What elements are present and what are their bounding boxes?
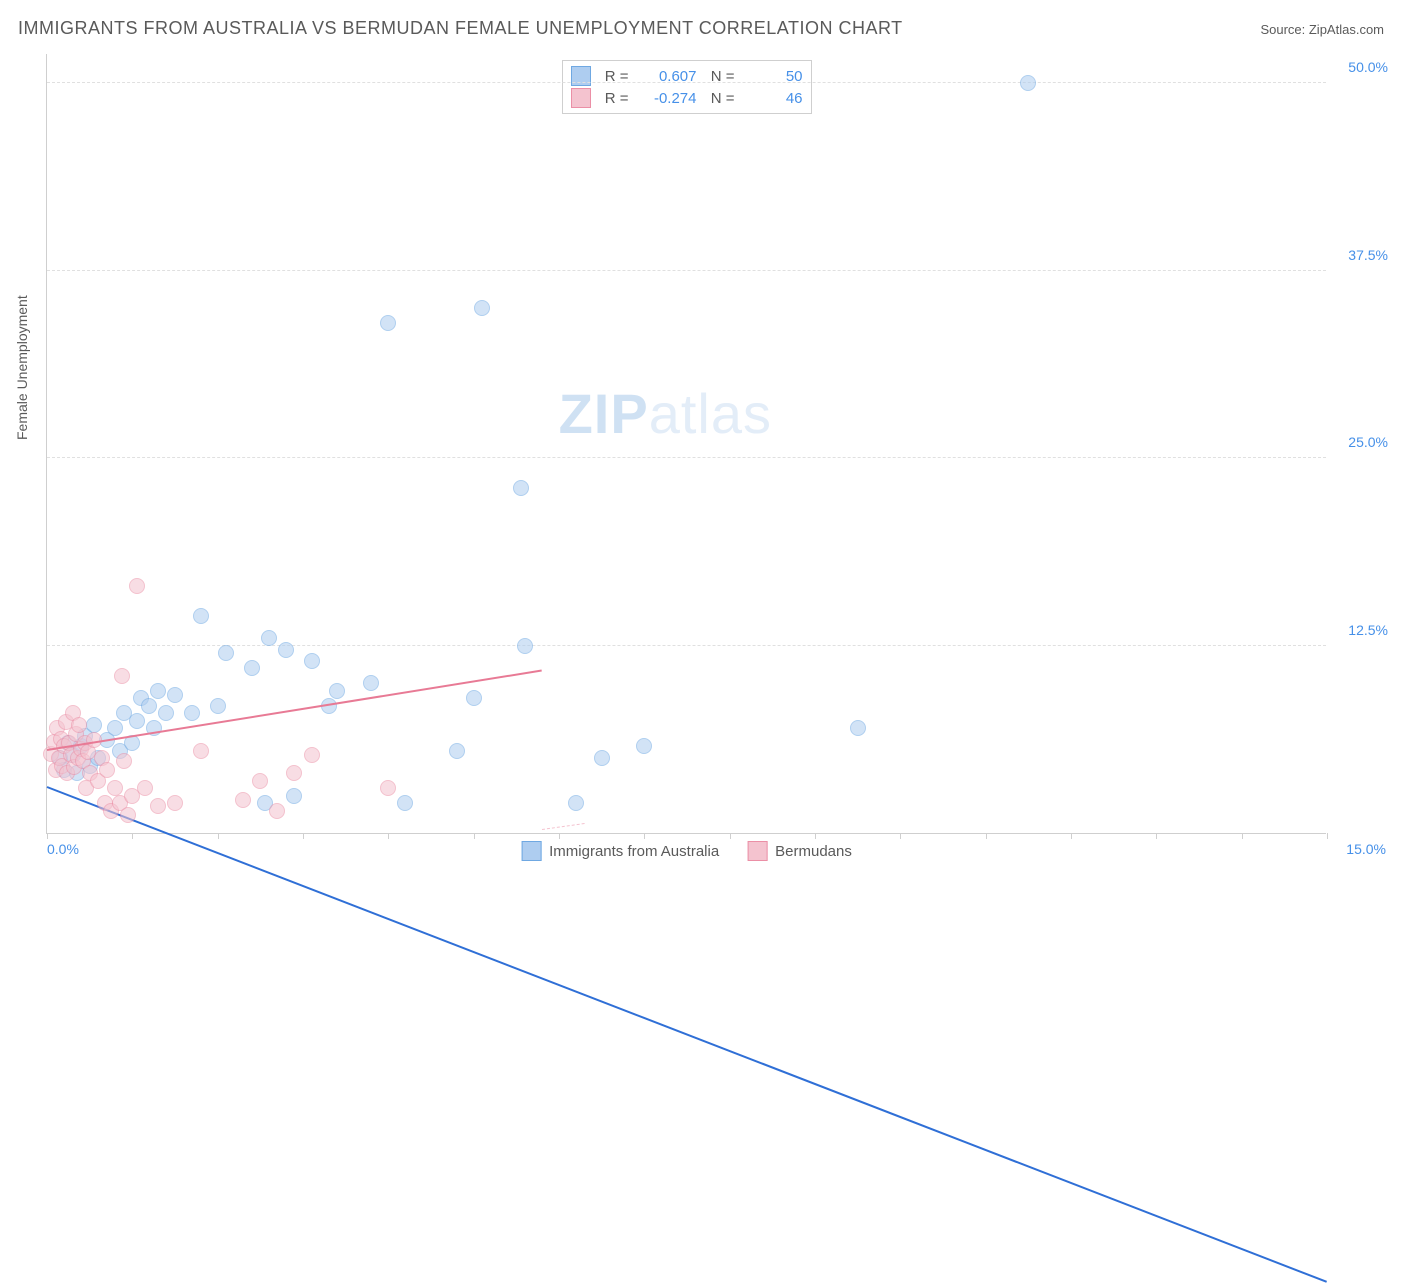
legend-swatch bbox=[521, 841, 541, 861]
data-point bbox=[99, 762, 115, 778]
data-point bbox=[363, 675, 379, 691]
x-tick bbox=[815, 833, 816, 839]
data-point bbox=[150, 683, 166, 699]
scatter-chart: ZIPatlas R =0.607N =50R =-0.274N =46 0.0… bbox=[46, 54, 1326, 834]
source-label: Source: ZipAtlas.com bbox=[1260, 22, 1384, 37]
gridline bbox=[47, 457, 1326, 458]
gridline bbox=[47, 82, 1326, 83]
data-point bbox=[261, 630, 277, 646]
trend-line bbox=[542, 823, 585, 830]
data-point bbox=[235, 792, 251, 808]
x-tick bbox=[1242, 833, 1243, 839]
data-point bbox=[304, 747, 320, 763]
data-point bbox=[150, 798, 166, 814]
x-tick bbox=[644, 833, 645, 839]
legend-row: R = -0.274 N = 46 bbox=[571, 87, 803, 109]
data-point bbox=[329, 683, 345, 699]
data-point bbox=[286, 788, 302, 804]
data-point bbox=[167, 687, 183, 703]
legend-swatch bbox=[571, 66, 591, 86]
x-axis-min-label: 0.0% bbox=[47, 841, 79, 857]
x-tick bbox=[47, 833, 48, 839]
data-point bbox=[397, 795, 413, 811]
correlation-legend: R =0.607N =50 R = -0.274 N = 46 bbox=[562, 60, 812, 114]
legend-item: Immigrants from Australia bbox=[521, 841, 719, 861]
x-tick bbox=[388, 833, 389, 839]
data-point bbox=[167, 795, 183, 811]
legend-label: Bermudans bbox=[775, 843, 852, 860]
legend-r-value: -0.274 bbox=[637, 90, 697, 107]
x-tick bbox=[474, 833, 475, 839]
data-point bbox=[568, 795, 584, 811]
x-tick bbox=[900, 833, 901, 839]
data-point bbox=[184, 705, 200, 721]
legend-item: Bermudans bbox=[747, 841, 852, 861]
data-point bbox=[636, 738, 652, 754]
data-point bbox=[158, 705, 174, 721]
x-tick bbox=[303, 833, 304, 839]
watermark: ZIPatlas bbox=[559, 381, 772, 446]
data-point bbox=[269, 803, 285, 819]
data-point bbox=[449, 743, 465, 759]
data-point bbox=[380, 315, 396, 331]
watermark-zip: ZIP bbox=[559, 382, 649, 445]
x-tick bbox=[986, 833, 987, 839]
x-tick bbox=[559, 833, 560, 839]
x-axis-max-label: 15.0% bbox=[1346, 841, 1386, 857]
data-point bbox=[380, 780, 396, 796]
legend-r-label: R = bbox=[599, 90, 629, 107]
data-point bbox=[474, 300, 490, 316]
legend-n-value: 46 bbox=[743, 90, 803, 107]
data-point bbox=[193, 608, 209, 624]
data-point bbox=[141, 698, 157, 714]
data-point bbox=[244, 660, 260, 676]
data-point bbox=[114, 668, 130, 684]
legend-n-label: N = bbox=[705, 90, 735, 107]
data-point bbox=[513, 480, 529, 496]
data-point bbox=[129, 713, 145, 729]
page-title: IMMIGRANTS FROM AUSTRALIA VS BERMUDAN FE… bbox=[18, 18, 903, 39]
y-axis-title: Female Unemployment bbox=[14, 295, 30, 440]
data-point bbox=[193, 743, 209, 759]
legend-swatch bbox=[747, 841, 767, 861]
y-tick-label: 37.5% bbox=[1348, 247, 1388, 263]
legend-row: R =0.607N =50 bbox=[571, 65, 803, 87]
data-point bbox=[210, 698, 226, 714]
data-point bbox=[304, 653, 320, 669]
x-tick bbox=[730, 833, 731, 839]
data-point bbox=[107, 780, 123, 796]
data-point bbox=[129, 578, 145, 594]
data-point bbox=[120, 807, 136, 823]
data-point bbox=[86, 717, 102, 733]
legend-label: Immigrants from Australia bbox=[549, 843, 719, 860]
data-point bbox=[286, 765, 302, 781]
gridline bbox=[47, 645, 1326, 646]
x-tick bbox=[1156, 833, 1157, 839]
data-point bbox=[517, 638, 533, 654]
data-point bbox=[218, 645, 234, 661]
x-tick bbox=[1327, 833, 1328, 839]
y-tick-label: 50.0% bbox=[1348, 59, 1388, 75]
data-point bbox=[466, 690, 482, 706]
data-point bbox=[278, 642, 294, 658]
data-point bbox=[594, 750, 610, 766]
data-point bbox=[116, 753, 132, 769]
x-tick bbox=[1071, 833, 1072, 839]
watermark-atlas: atlas bbox=[649, 382, 772, 445]
data-point bbox=[137, 780, 153, 796]
legend-swatch bbox=[571, 88, 591, 108]
series-legend: Immigrants from Australia Bermudans bbox=[521, 841, 852, 861]
gridline bbox=[47, 270, 1326, 271]
data-point bbox=[107, 720, 123, 736]
y-tick-label: 25.0% bbox=[1348, 434, 1388, 450]
data-point bbox=[252, 773, 268, 789]
x-tick bbox=[132, 833, 133, 839]
data-point bbox=[1020, 75, 1036, 91]
data-point bbox=[850, 720, 866, 736]
data-point bbox=[71, 717, 87, 733]
y-tick-label: 12.5% bbox=[1348, 622, 1388, 638]
x-tick bbox=[218, 833, 219, 839]
